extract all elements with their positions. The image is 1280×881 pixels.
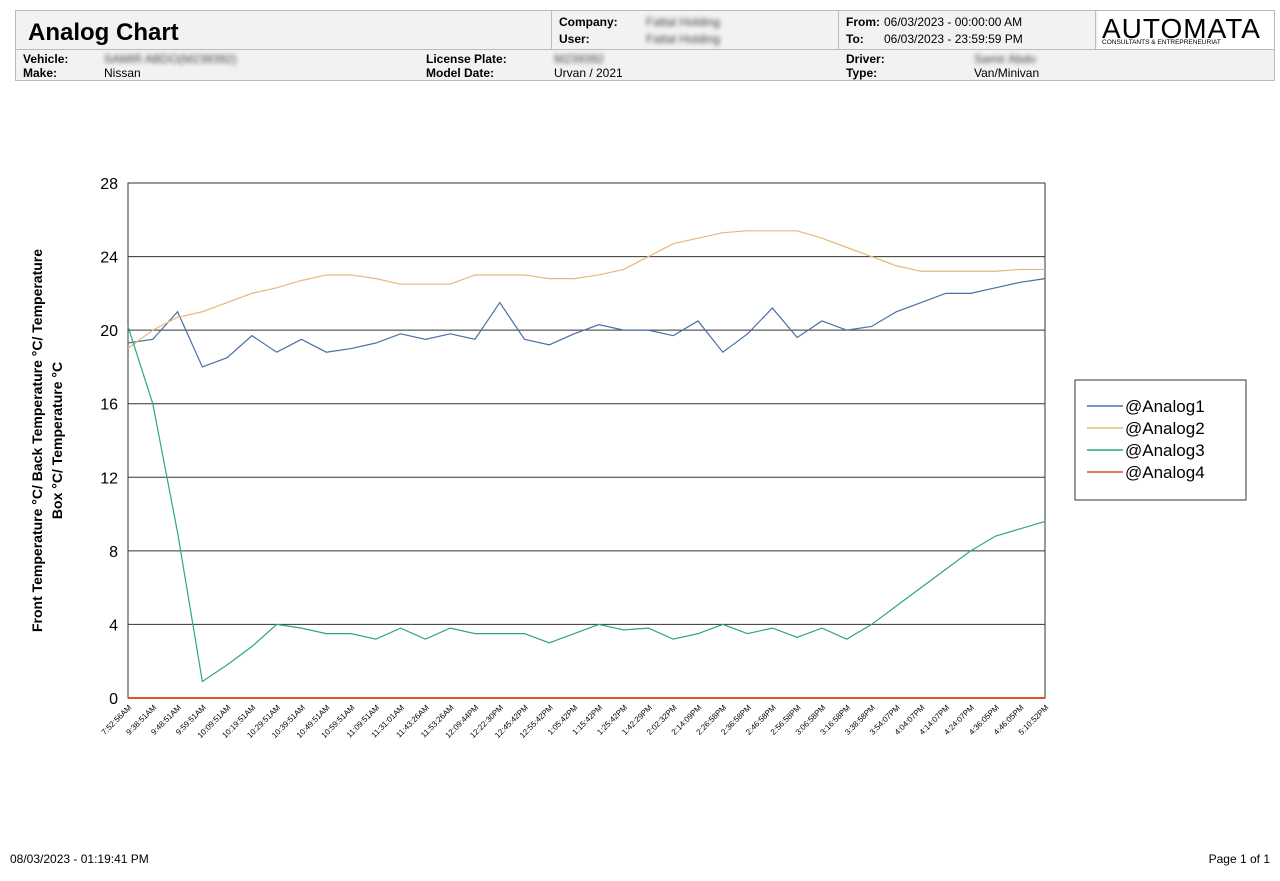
legend-box [1074, 379, 1247, 501]
logo-sub: CONSULTANTS & ENTREPRENEURIAT [1102, 39, 1221, 46]
value: Urvan / 2021 [554, 66, 623, 80]
plot-frame [127, 182, 1046, 699]
legend-label: @Analog3 [1125, 441, 1205, 460]
title-cell: Analog Chart [16, 11, 552, 49]
value: Fattal Holding [646, 15, 721, 29]
y-tick-label: 8 [109, 544, 118, 561]
y-tick-label: 16 [100, 397, 118, 414]
value: 06/03/2023 - 00:00:00 AM [884, 15, 1023, 29]
date-cell: From: 06/03/2023 - 00:00:00 AM To: 06/03… [839, 11, 1096, 49]
label: License Plate: [426, 52, 507, 66]
company-cell: Company: Fattal Holding User: Fattal Hol… [552, 11, 839, 49]
label: Company: [559, 15, 618, 29]
y-axis-title: Front Temperature °C/ Back Temperature °… [29, 249, 45, 632]
label: Type: [846, 66, 878, 80]
y-tick-label: 4 [109, 617, 118, 634]
logo-text: AUTOMATA [1102, 13, 1261, 44]
label: Model Date: [426, 66, 495, 80]
page-number: Page 1 of 1 [1208, 852, 1270, 866]
label: User: [559, 32, 590, 46]
label: Driver: [846, 52, 885, 66]
header-row: Analog Chart Company: Fattal Holding Use… [15, 10, 1275, 50]
y-axis-title: Box °C/ Temperature °C [49, 362, 65, 519]
legend-label: @Analog4 [1125, 463, 1205, 482]
value: M239392 [554, 52, 605, 66]
y-tick-label: 0 [109, 691, 118, 708]
y-tick-label: 24 [100, 250, 118, 267]
label: Make: [23, 66, 58, 80]
report-title: Analog Chart [28, 19, 179, 46]
value: Van/Minivan [974, 66, 1040, 80]
value: 06/03/2023 - 23:59:59 PM [884, 32, 1023, 46]
print-date: 08/03/2023 - 01:19:41 PM [10, 852, 149, 866]
value: SAMIR ABDO(M239392) [104, 52, 237, 66]
value: Fattal Holding [646, 32, 721, 46]
label: From: [846, 15, 880, 29]
report-header: Analog Chart Company: Fattal Holding Use… [15, 10, 1275, 120]
vehicle-row: Vehicle: SAMIR ABDO(M239392) Make: Nissa… [15, 49, 1275, 81]
series-line [127, 278, 1046, 368]
value: Samir Abdo [974, 52, 1037, 66]
y-tick-label: 12 [100, 470, 118, 487]
series-line [127, 230, 1045, 350]
legend-label: @Analog2 [1125, 419, 1205, 438]
value: Nissan [104, 66, 141, 80]
logo: AUTOMATA CONSULTANTS & ENTREPRENEURIAT [1098, 11, 1274, 49]
chart: 0 4 8 12 16 20 24 28 Front Temperature °C/ Back … [29, 176, 1247, 740]
legend-label: @Analog1 [1125, 397, 1205, 416]
y-tick-label: 28 [100, 176, 118, 193]
label: To: [846, 32, 864, 46]
y-tick-label: 20 [100, 323, 118, 340]
series-line [127, 326, 1046, 683]
label: Vehicle: [23, 52, 69, 66]
